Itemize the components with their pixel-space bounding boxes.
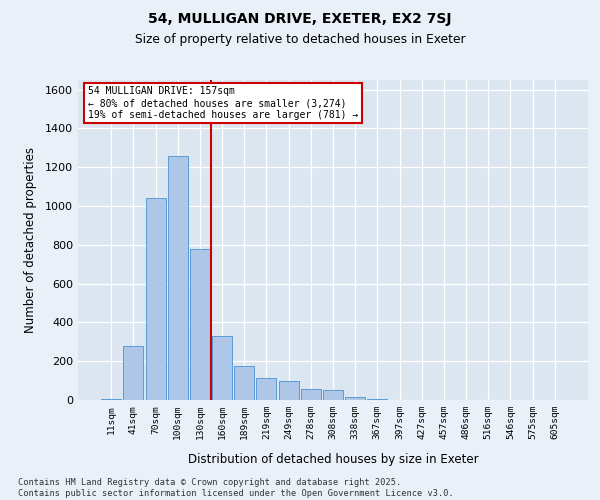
X-axis label: Distribution of detached houses by size in Exeter: Distribution of detached houses by size … bbox=[188, 453, 478, 466]
Bar bbox=[345, 397, 365, 400]
Bar bbox=[124, 346, 143, 400]
Bar bbox=[212, 336, 232, 400]
Text: Contains HM Land Registry data © Crown copyright and database right 2025.
Contai: Contains HM Land Registry data © Crown c… bbox=[18, 478, 454, 498]
Bar bbox=[301, 390, 321, 400]
Bar bbox=[367, 399, 388, 400]
Bar bbox=[190, 248, 210, 400]
Text: 54 MULLIGAN DRIVE: 157sqm
← 80% of detached houses are smaller (3,274)
19% of se: 54 MULLIGAN DRIVE: 157sqm ← 80% of detac… bbox=[88, 86, 358, 120]
Bar bbox=[168, 156, 188, 400]
Y-axis label: Number of detached properties: Number of detached properties bbox=[23, 147, 37, 333]
Bar bbox=[234, 366, 254, 400]
Bar bbox=[101, 399, 121, 400]
Text: 54, MULLIGAN DRIVE, EXETER, EX2 7SJ: 54, MULLIGAN DRIVE, EXETER, EX2 7SJ bbox=[148, 12, 452, 26]
Text: Size of property relative to detached houses in Exeter: Size of property relative to detached ho… bbox=[134, 32, 466, 46]
Bar bbox=[256, 378, 277, 400]
Bar bbox=[278, 380, 299, 400]
Bar bbox=[146, 198, 166, 400]
Bar bbox=[323, 390, 343, 400]
